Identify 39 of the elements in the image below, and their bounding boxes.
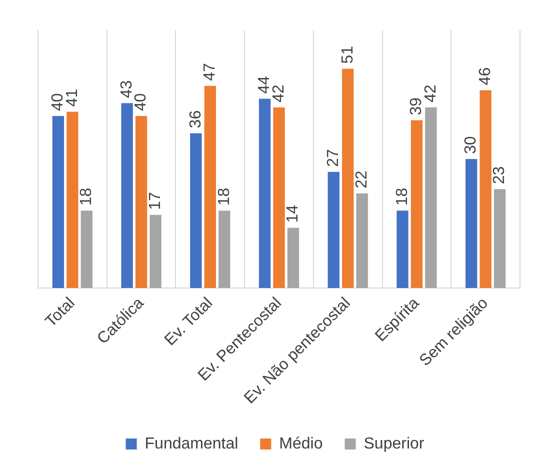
bar: [425, 107, 437, 288]
bar: [287, 228, 300, 288]
data-label: 43: [118, 80, 136, 98]
data-label: 46: [476, 67, 494, 86]
data-label: 22: [353, 170, 370, 188]
bar: [356, 193, 368, 288]
bar: [342, 68, 354, 288]
bar: [273, 107, 285, 288]
data-label: 18: [394, 188, 411, 206]
data-label: 18: [78, 188, 96, 206]
bar: [150, 214, 162, 288]
legend-label: Fundamental: [144, 435, 238, 452]
data-label: 36: [187, 110, 204, 128]
data-label: 47: [202, 63, 219, 81]
data-label: 23: [491, 166, 508, 184]
bar: [204, 86, 216, 288]
bar: [410, 120, 423, 288]
bar: [466, 159, 478, 288]
data-label: 18: [216, 188, 233, 206]
bar: [218, 210, 230, 288]
data-label: 17: [146, 192, 164, 210]
bar: [328, 172, 340, 288]
bar: [190, 133, 202, 288]
data-label: 51: [339, 46, 356, 64]
bar: [80, 210, 92, 288]
bar: [52, 116, 64, 288]
bar: [135, 116, 148, 288]
bar: [258, 98, 271, 288]
data-label: 40: [132, 93, 150, 112]
bar: [480, 90, 492, 288]
legend-label: Médio: [279, 435, 323, 452]
bar: [396, 210, 408, 288]
data-label: 27: [325, 149, 342, 167]
data-label: 30: [462, 136, 480, 154]
bar: [66, 112, 78, 288]
bar: [494, 189, 506, 288]
bar: [121, 103, 133, 288]
data-label: 14: [284, 204, 302, 223]
legend-label: Superior: [364, 435, 425, 452]
